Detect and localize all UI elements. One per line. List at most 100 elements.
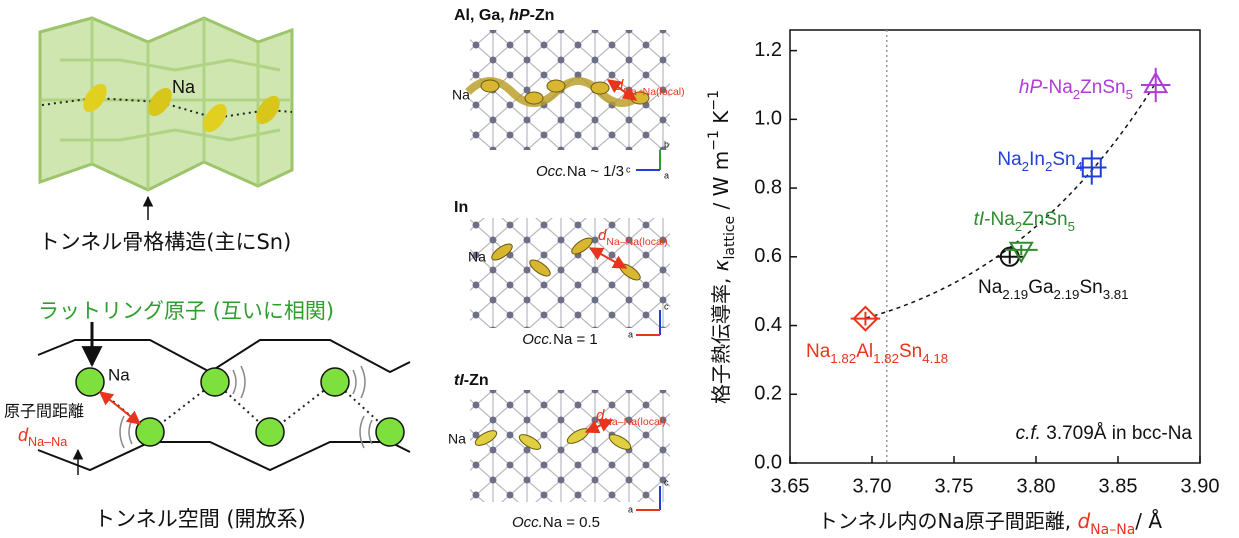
text-segment: / W m: [709, 151, 733, 216]
text-segment: -Na: [984, 209, 1015, 230]
text-segment: In: [1029, 149, 1045, 170]
tunnel-caption: トンネル骨格構造(主にSn): [39, 230, 292, 254]
tunnel-illustration: Na トンネル骨格構造(主にSn): [39, 18, 292, 254]
y-tick-label: 0.0: [754, 451, 782, 473]
text-segment: トンネル内のNa原子間距離,: [818, 509, 1078, 533]
text-segment: Na–Na: [28, 435, 67, 449]
text-segment: lattice: [722, 216, 738, 260]
distance-label: 原子間距離: [4, 402, 84, 421]
plot-frame: [790, 30, 1200, 463]
text-segment: Ga: [1028, 277, 1054, 298]
point-label: Na1.82Al1.82Sn4.18: [806, 341, 948, 366]
space-caption: トンネル空間 (開放系): [94, 507, 306, 531]
na-label: Na: [468, 249, 486, 265]
text-segment: 3.709Å in bcc-Na: [1041, 423, 1192, 444]
axis-label: a: [628, 504, 633, 514]
text-segment: / Å: [1135, 509, 1162, 533]
text-segment: Occ.: [536, 163, 567, 180]
x-tick-label: 3.90: [1181, 475, 1220, 497]
structure-heading: tI-Zn: [454, 372, 489, 389]
rattling-illustration: ラットリング原子 (互いに相関) Na 原子間距離 dNa–Na トンネル空間 …: [4, 299, 410, 531]
page: Na トンネル骨格構造(主にSn) ラットリング原子 (互いに相関) Na 原子…: [0, 0, 1239, 538]
text-segment: tI: [454, 372, 464, 389]
text-segment: Na = 1: [553, 331, 598, 348]
text-segment: 2: [1022, 159, 1029, 174]
text-segment: 4.18: [922, 351, 948, 366]
axis-label: c: [664, 301, 669, 311]
axis-label: a: [664, 170, 669, 180]
text-segment: −1: [706, 130, 722, 151]
text-segment: In: [454, 199, 468, 216]
na-label: Na: [108, 365, 130, 384]
y-axis-title: 格子熱伝導率, κlattice / W m−1 K−1: [706, 90, 738, 404]
text-segment: -Zn: [530, 7, 555, 24]
text-segment: 3.81: [1103, 287, 1129, 302]
na-label: Na: [452, 87, 470, 103]
text-segment: Na–Na(local): [623, 86, 684, 98]
x-axis-title: トンネル内のNa原子間距離, dNa–Na/ Å: [818, 509, 1162, 538]
point-label: Na2.19Ga2.19Sn3.81: [978, 277, 1129, 302]
text-segment: c.f.: [1016, 423, 1041, 444]
text-segment: 1.82: [830, 351, 856, 366]
na-label: Na: [448, 431, 466, 447]
text-segment: Sn: [899, 341, 922, 362]
text-segment: Na–Na: [1090, 522, 1135, 538]
axis-label: c: [664, 477, 669, 487]
text-segment: 1.82: [873, 351, 899, 366]
structure-heading: In: [454, 199, 468, 216]
text-segment: hP: [1019, 77, 1043, 98]
y-tick-label: 1.2: [754, 39, 782, 61]
y-tick-label: 0.6: [754, 245, 782, 267]
annotation: c.f. 3.709Å in bcc-Na: [1016, 423, 1193, 444]
text-segment: 2.19: [1054, 287, 1080, 302]
point-label: Na2In2Sn4: [997, 149, 1083, 174]
chart: c.f. 3.709Å in bcc-Na トンネル内のNa原子間距離, dNa…: [706, 30, 1219, 538]
y-tick-label: 0.8: [754, 176, 782, 198]
text-segment: -Na: [1042, 77, 1073, 98]
text-segment: -Zn: [464, 372, 489, 389]
point-label: hP-Na2ZnSn5: [1019, 77, 1133, 102]
y-tick-label: 0.2: [754, 383, 782, 405]
occupancy: Occ.Na = 1: [522, 331, 597, 348]
text-segment: Sn: [1079, 277, 1102, 298]
text-segment: Al: [856, 341, 873, 362]
structure-heading: Al, Ga, hP-Zn: [454, 7, 554, 24]
occupancy: Occ.Na = 0.5: [512, 514, 600, 531]
x-tick-label: 3.80: [1017, 475, 1056, 497]
trend-curve: [866, 84, 1155, 318]
text-segment: ZnSn: [1080, 77, 1125, 98]
text-segment: d: [1077, 509, 1090, 533]
distance-symbol: dNa–Na: [18, 425, 67, 450]
text-segment: hP: [509, 7, 530, 24]
x-tick-label: 3.65: [771, 475, 810, 497]
structures: Al, Ga, hP-Zn Na dNa–Na(local) b c a Occ…: [448, 7, 685, 531]
text-segment: 5: [1068, 219, 1075, 234]
text-segment: Na ~ 1/3: [567, 163, 624, 180]
text-segment: 2: [1073, 87, 1080, 102]
text-segment: 5: [1126, 87, 1133, 102]
text-segment: 2.19: [1002, 287, 1028, 302]
text-segment: Na: [978, 277, 1003, 298]
text-segment: 4: [1076, 159, 1083, 174]
rattling-caption: ラットリング原子 (互いに相関): [38, 299, 334, 323]
text-segment: Occ.: [522, 331, 553, 348]
figure: Na トンネル骨格構造(主にSn) ラットリング原子 (互いに相関) Na 原子…: [0, 0, 1239, 538]
text-segment: Na = 0.5: [543, 514, 600, 531]
text-segment: Al, Ga,: [454, 7, 509, 24]
text-segment: Na: [806, 341, 831, 362]
text-segment: Na: [997, 149, 1022, 170]
y-tick-label: 0.4: [754, 314, 782, 336]
text-segment: 2: [1045, 159, 1052, 174]
x-tick-label: 3.70: [853, 475, 892, 497]
occupancy: Occ.Na ~ 1/3: [536, 163, 624, 180]
text-segment: Occ.: [512, 514, 543, 531]
y-tick-label: 1.0: [754, 108, 782, 130]
axis-label: a: [628, 329, 633, 339]
text-segment: −1: [706, 90, 722, 111]
point-label: tI-Na2ZnSn5: [974, 209, 1075, 234]
text-segment: ZnSn: [1022, 209, 1067, 230]
axis-label: b: [664, 139, 669, 149]
axis-label: c: [626, 164, 631, 174]
x-tick-label: 3.75: [935, 475, 974, 497]
text-segment: K: [709, 110, 733, 130]
